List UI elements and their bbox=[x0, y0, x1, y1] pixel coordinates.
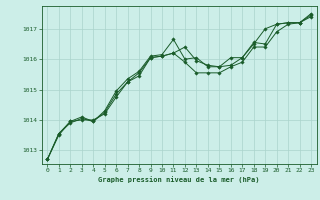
X-axis label: Graphe pression niveau de la mer (hPa): Graphe pression niveau de la mer (hPa) bbox=[99, 176, 260, 183]
